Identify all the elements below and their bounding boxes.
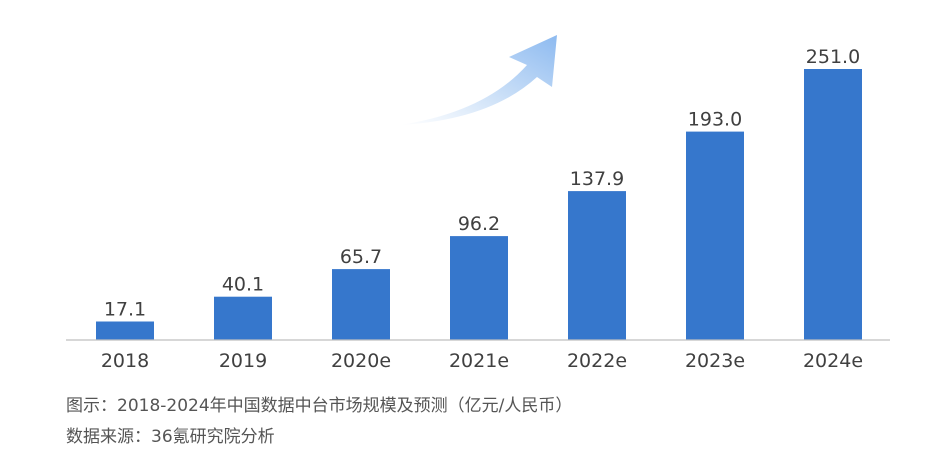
value-label-2023e: 193.0 (688, 109, 742, 131)
x-tick-label-2019: 2019 (219, 350, 267, 372)
value-label-2020e: 65.7 (340, 246, 382, 268)
figure-caption: 图示：2018-2024年中国数据中台市场规模及预测（亿元/人民币） (66, 396, 573, 416)
x-tick-label-2023e: 2023e (685, 350, 745, 372)
bar-2024e (804, 69, 862, 340)
value-label-2021e: 96.2 (458, 213, 500, 235)
bar-2022e (568, 191, 626, 340)
bar-2021e (450, 236, 508, 340)
bar-2023e (686, 131, 744, 340)
x-tick-label-2020e: 2020e (331, 350, 391, 372)
bar-chart: 17.1 40.1 65.7 96.2 137.9 193.0 251.0 2018 2019… (66, 35, 890, 372)
x-tick-label-2021e: 2021e (449, 350, 509, 372)
value-label-2022e: 137.9 (570, 168, 624, 190)
value-label-2019: 40.1 (222, 274, 264, 296)
trend-arrow-icon (400, 35, 557, 125)
bar-2020e (332, 269, 390, 340)
x-tick-label-2022e: 2022e (567, 350, 627, 372)
value-label-2024e: 251.0 (806, 46, 860, 68)
x-tick-label-2024e: 2024e (803, 350, 863, 372)
data-source-note: 数据来源：36氪研究院分析 (66, 427, 275, 447)
bar-2018 (96, 321, 154, 340)
value-label-2018: 17.1 (104, 299, 146, 321)
x-tick-label-2018: 2018 (101, 350, 149, 372)
bar-2019 (214, 296, 272, 340)
